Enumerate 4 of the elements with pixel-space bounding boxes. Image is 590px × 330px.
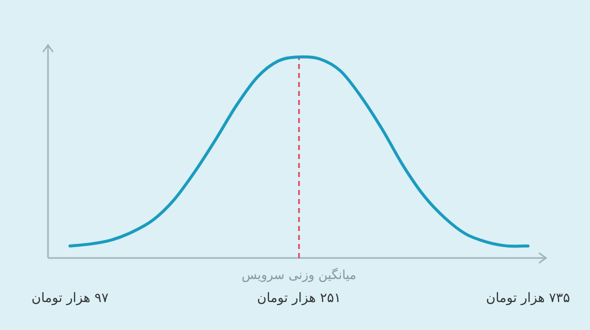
x-tick-label: ۲۵۱ هزار تومان — [257, 291, 341, 306]
ref-line-label: میانگین وزنی سرویس — [242, 267, 356, 283]
x-tick-label: ۹۷ هزار تومان — [32, 291, 108, 306]
x-tick-label: ۷۳۵ هزار تومان — [486, 291, 570, 306]
